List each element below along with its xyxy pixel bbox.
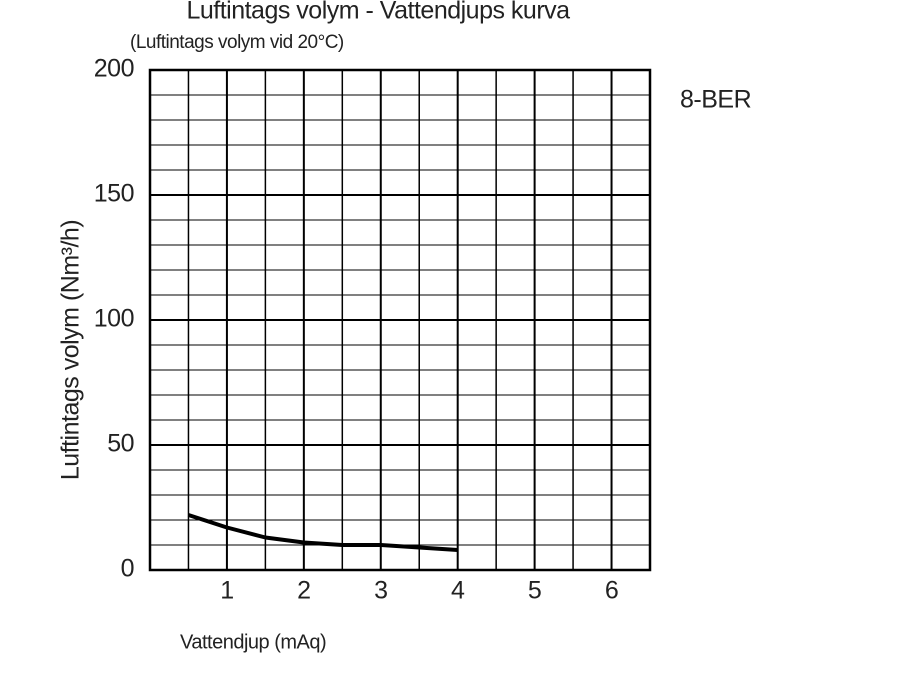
y-tick-label: 200 <box>94 55 134 83</box>
y-tick-label: 150 <box>94 180 134 208</box>
y-tick-label: 0 <box>121 555 134 583</box>
chart-title: Luftintags volym - Vattendjups kurva <box>186 0 570 25</box>
x-axis-label: Vattendjup (mAq) <box>180 631 326 653</box>
x-tick-label: 1 <box>220 577 233 605</box>
line-series <box>187 513 458 552</box>
x-tick-label: 3 <box>374 577 387 605</box>
plot-frame <box>148 68 652 572</box>
x-tick-label: 2 <box>297 577 310 605</box>
x-tick-label: 6 <box>605 577 618 605</box>
x-tick-label: 5 <box>528 577 541 605</box>
y-axis-label: Luftintags volym (Nm³/h) <box>57 220 85 480</box>
y-tick-label: 50 <box>107 430 134 458</box>
chart-subtitle: (Luftintags volym vid 20°C) <box>130 32 344 53</box>
x-tick-label: 4 <box>451 577 465 605</box>
y-tick-label: 100 <box>94 305 134 333</box>
annotation: 8-BER <box>680 86 751 114</box>
